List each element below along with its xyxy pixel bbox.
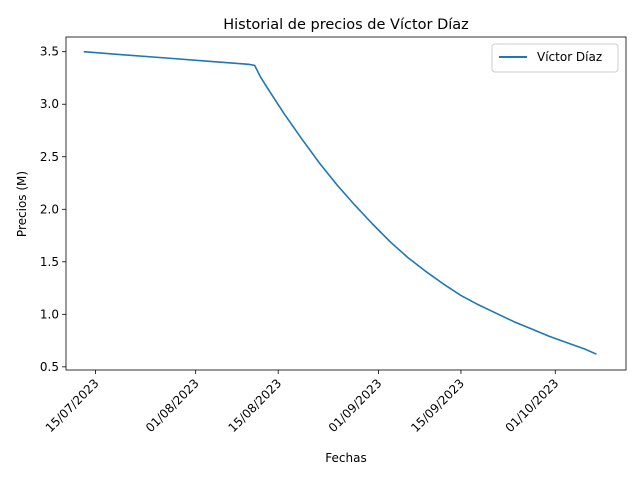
- y-tick-label: 2.5: [40, 150, 59, 164]
- y-tick-label: 3.5: [40, 45, 59, 59]
- x-tick-label: 15/08/2023: [226, 376, 285, 435]
- x-axis: 15/07/2023 01/08/2023 15/08/2023 01/09/2023…: [43, 370, 562, 435]
- x-axis-label: Fechas: [325, 451, 366, 465]
- plot-area: [83, 50, 597, 355]
- y-tick-label: 1.0: [40, 307, 59, 321]
- plot-frame: [65, 36, 627, 371]
- chart-title: Historial de precios de Víctor Díaz: [223, 17, 469, 33]
- y-tick-label: 0.5: [40, 360, 59, 374]
- y-axis-label: Precios (M): [15, 171, 29, 237]
- legend-label-victor-diaz: Víctor Díaz: [537, 50, 602, 64]
- x-tick-label: 01/09/2023: [326, 376, 385, 435]
- x-tick-label: 15/07/2023: [43, 376, 102, 435]
- y-tick-label: 2.0: [40, 202, 59, 216]
- y-tick-label: 1.5: [40, 255, 59, 269]
- y-tick-label: 3.0: [40, 97, 59, 111]
- x-tick-label: 15/09/2023: [408, 376, 467, 435]
- x-tick-label: 01/08/2023: [143, 376, 202, 435]
- legend: Víctor Díaz: [491, 43, 619, 73]
- legend-box: [491, 43, 619, 73]
- x-tick-label: 01/10/2023: [503, 376, 562, 435]
- series-line-0: [83, 50, 597, 355]
- y-axis: 0.5 1.0 1.5 2.0 2.5 3.0 3.5: [40, 45, 66, 374]
